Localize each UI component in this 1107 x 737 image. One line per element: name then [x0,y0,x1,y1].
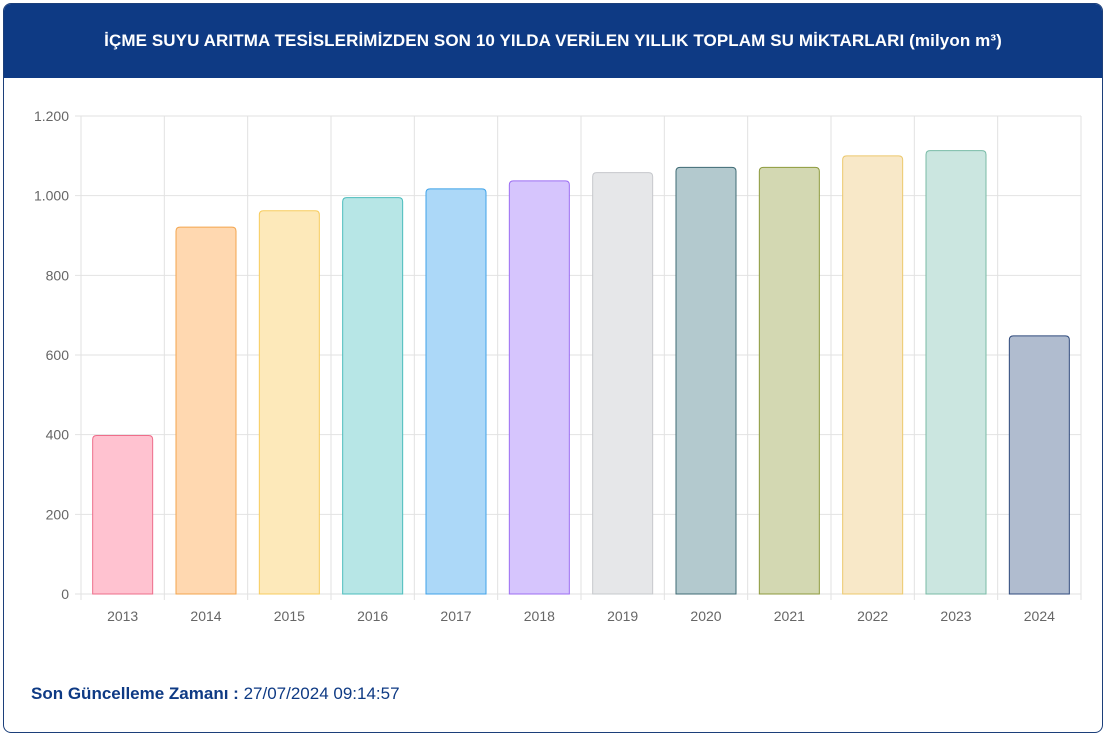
y-tick-label: 1.200 [34,108,69,124]
bar-2024 [1008,335,1070,595]
bar-2022 [842,155,904,595]
x-tick-label: 2022 [857,608,888,624]
chart-header: İÇME SUYU ARITMA TESİSLERİMİZDEN SON 10 … [4,4,1102,78]
bar-2013 [92,434,154,595]
bar-2019 [592,172,654,595]
bar-2021 [758,166,820,595]
x-tick-label: 2013 [107,608,138,624]
y-tick-label: 400 [46,427,70,443]
bar-2018 [508,180,570,595]
y-tick-label: 1.000 [34,188,69,204]
x-tick-label: 2023 [940,608,971,624]
y-tick-label: 0 [61,586,69,602]
y-tick-label: 600 [46,347,70,363]
bar-2014 [175,226,237,595]
last-update-value: 27/07/2024 09:14:57 [243,684,400,703]
chart-title: İÇME SUYU ARITMA TESİSLERİMİZDEN SON 10 … [104,31,1002,50]
bar-2020 [675,166,737,595]
x-tick-label: 2021 [774,608,805,624]
last-update-label: Son Güncelleme Zamanı : [31,684,239,703]
bar-2016 [342,197,404,595]
x-tick-label: 2024 [1024,608,1055,624]
x-tick-label: 2015 [274,608,305,624]
last-update: Son Güncelleme Zamanı : 27/07/2024 09:14… [31,684,400,704]
chart-area: 0 200 400 600 800 1.000 1.200 2013 2014 2015 2016 2… [4,78,1102,648]
bar-2017 [425,188,487,595]
bar-chart: 0 200 400 600 800 1.000 1.200 2013 2014 2015 2016 2… [34,108,1082,624]
bar-2015 [258,210,320,595]
x-tick-label: 2018 [524,608,555,624]
y-tick-label: 200 [46,506,70,522]
x-tick-label: 2019 [607,608,638,624]
x-tick-label: 2014 [190,608,221,624]
chart-card: İÇME SUYU ARITMA TESİSLERİMİZDEN SON 10 … [3,3,1103,733]
x-tick-label: 2017 [440,608,471,624]
bar-2023 [925,150,987,595]
x-tick-label: 2020 [690,608,721,624]
x-tick-label: 2016 [357,608,388,624]
y-tick-label: 800 [46,267,70,283]
